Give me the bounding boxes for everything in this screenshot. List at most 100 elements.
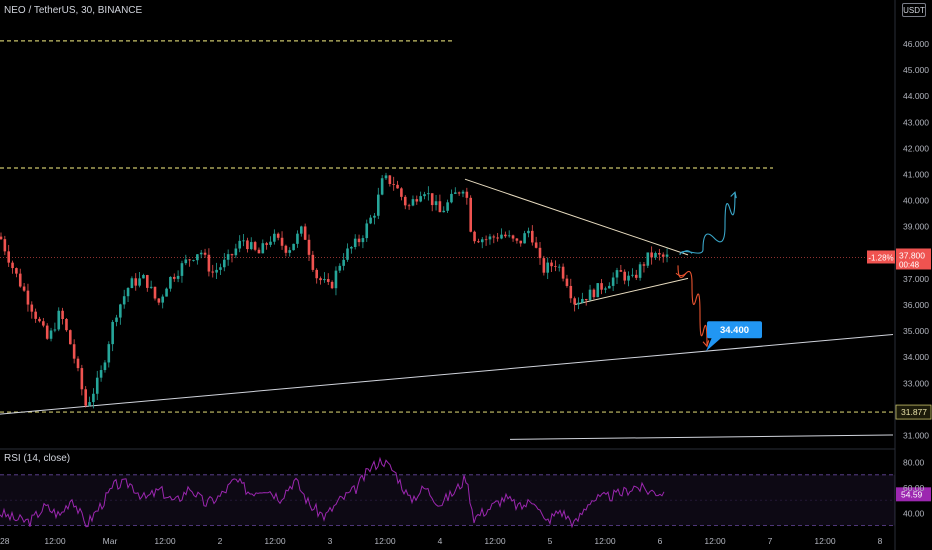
projection-down-path: [677, 265, 708, 347]
price-tick-label: 36.000: [903, 300, 929, 310]
candle-down: [230, 254, 234, 256]
candle-up: [292, 243, 295, 251]
time-tick-label: 12:00: [814, 536, 836, 546]
candle-up: [300, 226, 303, 234]
price-tick-label: 45.000: [903, 65, 929, 75]
candle-down: [484, 239, 488, 241]
countdown-text: 00:48: [899, 260, 920, 269]
candle-up: [334, 270, 338, 289]
candle-down: [315, 269, 318, 279]
time-tick-label: 5: [548, 536, 553, 546]
candle-up: [192, 260, 195, 262]
current-price-text: 37.800: [899, 250, 925, 260]
candle-up: [130, 278, 134, 289]
candle-down: [65, 318, 68, 331]
chart-title: NEO / TetherUS, 30, BINANCE: [4, 5, 143, 16]
candle-up: [107, 344, 111, 363]
candle-down: [34, 311, 37, 319]
candle-down: [319, 278, 322, 281]
candle-down: [400, 188, 403, 197]
candle-up: [500, 234, 503, 239]
apex-loop-up: [681, 250, 693, 254]
candle-up: [165, 288, 168, 297]
candle-down: [584, 298, 588, 301]
candle-up: [346, 248, 349, 260]
candle-up: [176, 275, 180, 279]
time-tick-label: 2: [218, 536, 223, 546]
price-tick-label: 39.000: [903, 222, 929, 232]
candle-up: [215, 269, 218, 273]
candle-up: [196, 254, 199, 261]
candle-up: [527, 230, 530, 234]
projection-down-arrowhead: [702, 340, 710, 348]
candle-up: [142, 275, 145, 279]
candle-down: [542, 258, 546, 273]
candle-down: [569, 285, 573, 299]
candle-down: [15, 268, 18, 274]
candle-up: [450, 193, 453, 203]
candle-up: [184, 259, 188, 264]
time-tick-label: 4: [438, 536, 443, 546]
candle-down: [473, 231, 476, 242]
candle-down: [465, 191, 469, 198]
price-tick-label: 35.000: [903, 326, 929, 336]
candle-down: [438, 201, 442, 213]
candle-down: [146, 275, 149, 288]
time-tick-label: 12:00: [374, 536, 396, 546]
rsi-pane: 54.59: [0, 456, 931, 529]
price-tick-label: 33.000: [903, 378, 929, 388]
candle-up: [234, 248, 238, 256]
candle-down: [534, 242, 538, 248]
candle-up: [342, 259, 345, 266]
price-tick-label: 37.000: [903, 274, 929, 284]
rsi-value-text: 54.59: [901, 489, 923, 499]
candle-down: [76, 358, 80, 369]
candle-up: [88, 402, 91, 406]
candle-down: [38, 318, 41, 322]
candle-up: [507, 235, 511, 237]
candle-down: [45, 325, 49, 339]
candle-down: [357, 238, 361, 243]
candle-up: [380, 178, 384, 195]
candle-down: [469, 197, 472, 232]
candle-down: [42, 321, 45, 326]
time-tick-label: 12:00: [264, 536, 286, 546]
candle-down: [211, 271, 215, 273]
candle-up: [180, 263, 184, 276]
candle-up: [242, 240, 245, 242]
candle-down: [246, 240, 249, 250]
candle-up: [119, 304, 122, 318]
candle-up: [361, 238, 365, 243]
candle-down: [661, 254, 665, 257]
currency-button[interactable]: USDT: [902, 3, 926, 17]
candle-up: [638, 264, 642, 278]
candle-up: [419, 196, 422, 202]
candle-down: [7, 251, 10, 263]
projection-up-path: [679, 192, 736, 255]
trend-line: [509, 434, 894, 440]
candle-down: [0, 236, 3, 240]
candle-down: [511, 235, 515, 239]
candle-up: [423, 194, 426, 197]
candle-down: [330, 281, 334, 289]
candle-up: [249, 242, 253, 250]
candle-down: [538, 247, 542, 259]
candle-up: [588, 289, 592, 301]
candle-up: [95, 377, 99, 394]
time-tick-label: 3: [328, 536, 333, 546]
candle-down: [407, 205, 411, 207]
candle-up: [377, 194, 380, 216]
candle-up: [261, 243, 265, 254]
candle-up: [546, 262, 549, 273]
price-tick-label: 34.000: [903, 352, 929, 362]
candle-up: [581, 298, 584, 303]
candle-down: [72, 344, 76, 359]
candle-down: [207, 254, 211, 272]
candle-down: [531, 230, 534, 243]
candle-down: [157, 298, 161, 303]
apex-loop-down: [675, 272, 687, 277]
rsi-tick-label: 40.00: [903, 508, 925, 518]
candle-down: [22, 286, 26, 291]
